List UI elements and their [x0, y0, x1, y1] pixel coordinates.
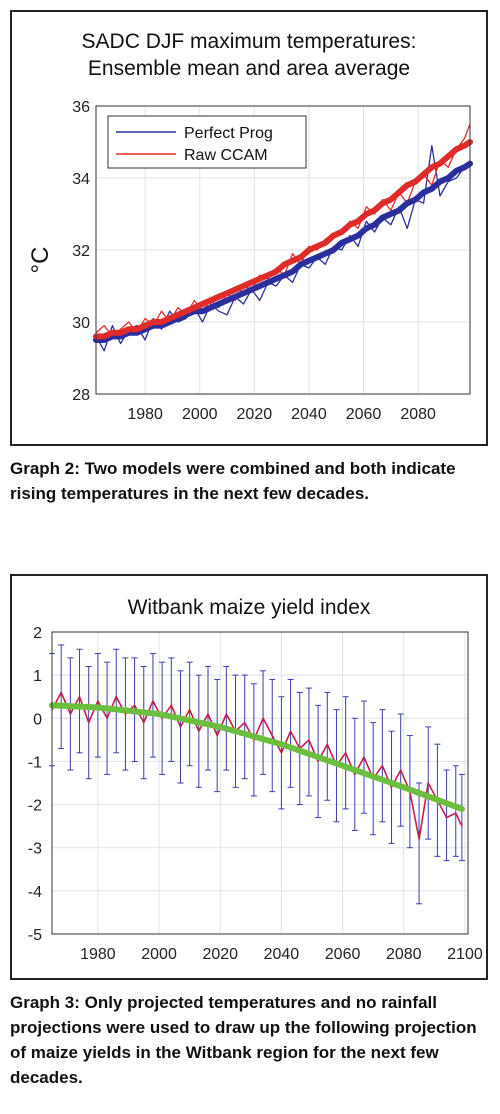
x-tick-label: 2040: [291, 406, 327, 423]
maize-chart-title: Witbank maize yield index: [12, 594, 486, 621]
plot-frame: [95, 105, 471, 395]
y-tick-label: -5: [28, 927, 42, 944]
temperature-chart-title: SADC DJF maximum temperatures: Ensemble …: [12, 28, 486, 82]
temperature-chart-panel: SADC DJF maximum temperatures: Ensemble …: [10, 10, 488, 446]
maize-chart-panel: Witbank maize yield index 1980 2000 2020 20…: [10, 574, 488, 980]
maize-yield-chart: 1980 2000 2020 2040 2060 2080 2100 -5 -4 -3 -2 -1 0 1…: [28, 625, 483, 963]
y-tick-label: 30: [72, 315, 90, 332]
maize-chart-title-line-1: Witbank maize yield index: [127, 596, 371, 619]
x-tick-label: 2040: [264, 946, 300, 963]
x-tick-label: 2060: [325, 946, 361, 963]
legend-box: [107, 115, 307, 169]
y-tick-label: 0: [33, 711, 42, 728]
temperature-chart-title-line-2: Ensemble mean and area average: [87, 57, 411, 80]
x-tick-label: 2020: [237, 406, 273, 423]
x-tick-label: 2020: [202, 946, 238, 963]
legend-label: Raw CCAM: [184, 147, 268, 164]
legend-label: Perfect Prog: [184, 125, 273, 142]
y-tick-label: 28: [72, 387, 90, 404]
plot-frame: [51, 631, 469, 935]
y-tick-label: 36: [72, 99, 90, 116]
y-tick-label: 32: [72, 243, 90, 260]
x-tick-label: 1980: [80, 946, 116, 963]
y-tick-label: -4: [28, 884, 42, 901]
temperature-chart-title-line-1: SADC DJF maximum temperatures:: [81, 30, 417, 53]
x-tick-label: 2060: [346, 406, 382, 423]
x-tick-label: 2100: [447, 946, 483, 963]
yield-index-line: [51, 691, 463, 840]
graph-2-caption: Graph 2: Two models were combined and bo…: [10, 459, 456, 503]
y-tick-label: 1: [33, 668, 42, 685]
x-tick-label: 2080: [400, 406, 436, 423]
graph-3-caption: Graph 3: Only projected temperatures and…: [10, 993, 477, 1087]
y-tick-label: -3: [28, 841, 42, 858]
y-tick-label: -1: [28, 754, 42, 771]
trend-line: [93, 139, 473, 340]
x-tick-label: 2000: [182, 406, 218, 423]
legend: Perfect Prog Raw CCAM: [107, 115, 307, 169]
yield-trend-line: [49, 702, 465, 812]
x-tick-label: 2080: [386, 946, 422, 963]
y-tick-label: 34: [72, 171, 90, 188]
trend-line: [93, 160, 473, 343]
temperature-line-chart: 1980 2000 2020 2040 2060 2080 28 30 32 34 36 Perfec…: [27, 99, 473, 423]
y-tick-label: 2: [33, 625, 42, 642]
y-tick-label: -2: [28, 798, 42, 815]
x-tick-label: 1980: [127, 406, 163, 423]
x-tick-label: 2000: [141, 946, 177, 963]
y-axis-label: °C: [27, 247, 54, 274]
